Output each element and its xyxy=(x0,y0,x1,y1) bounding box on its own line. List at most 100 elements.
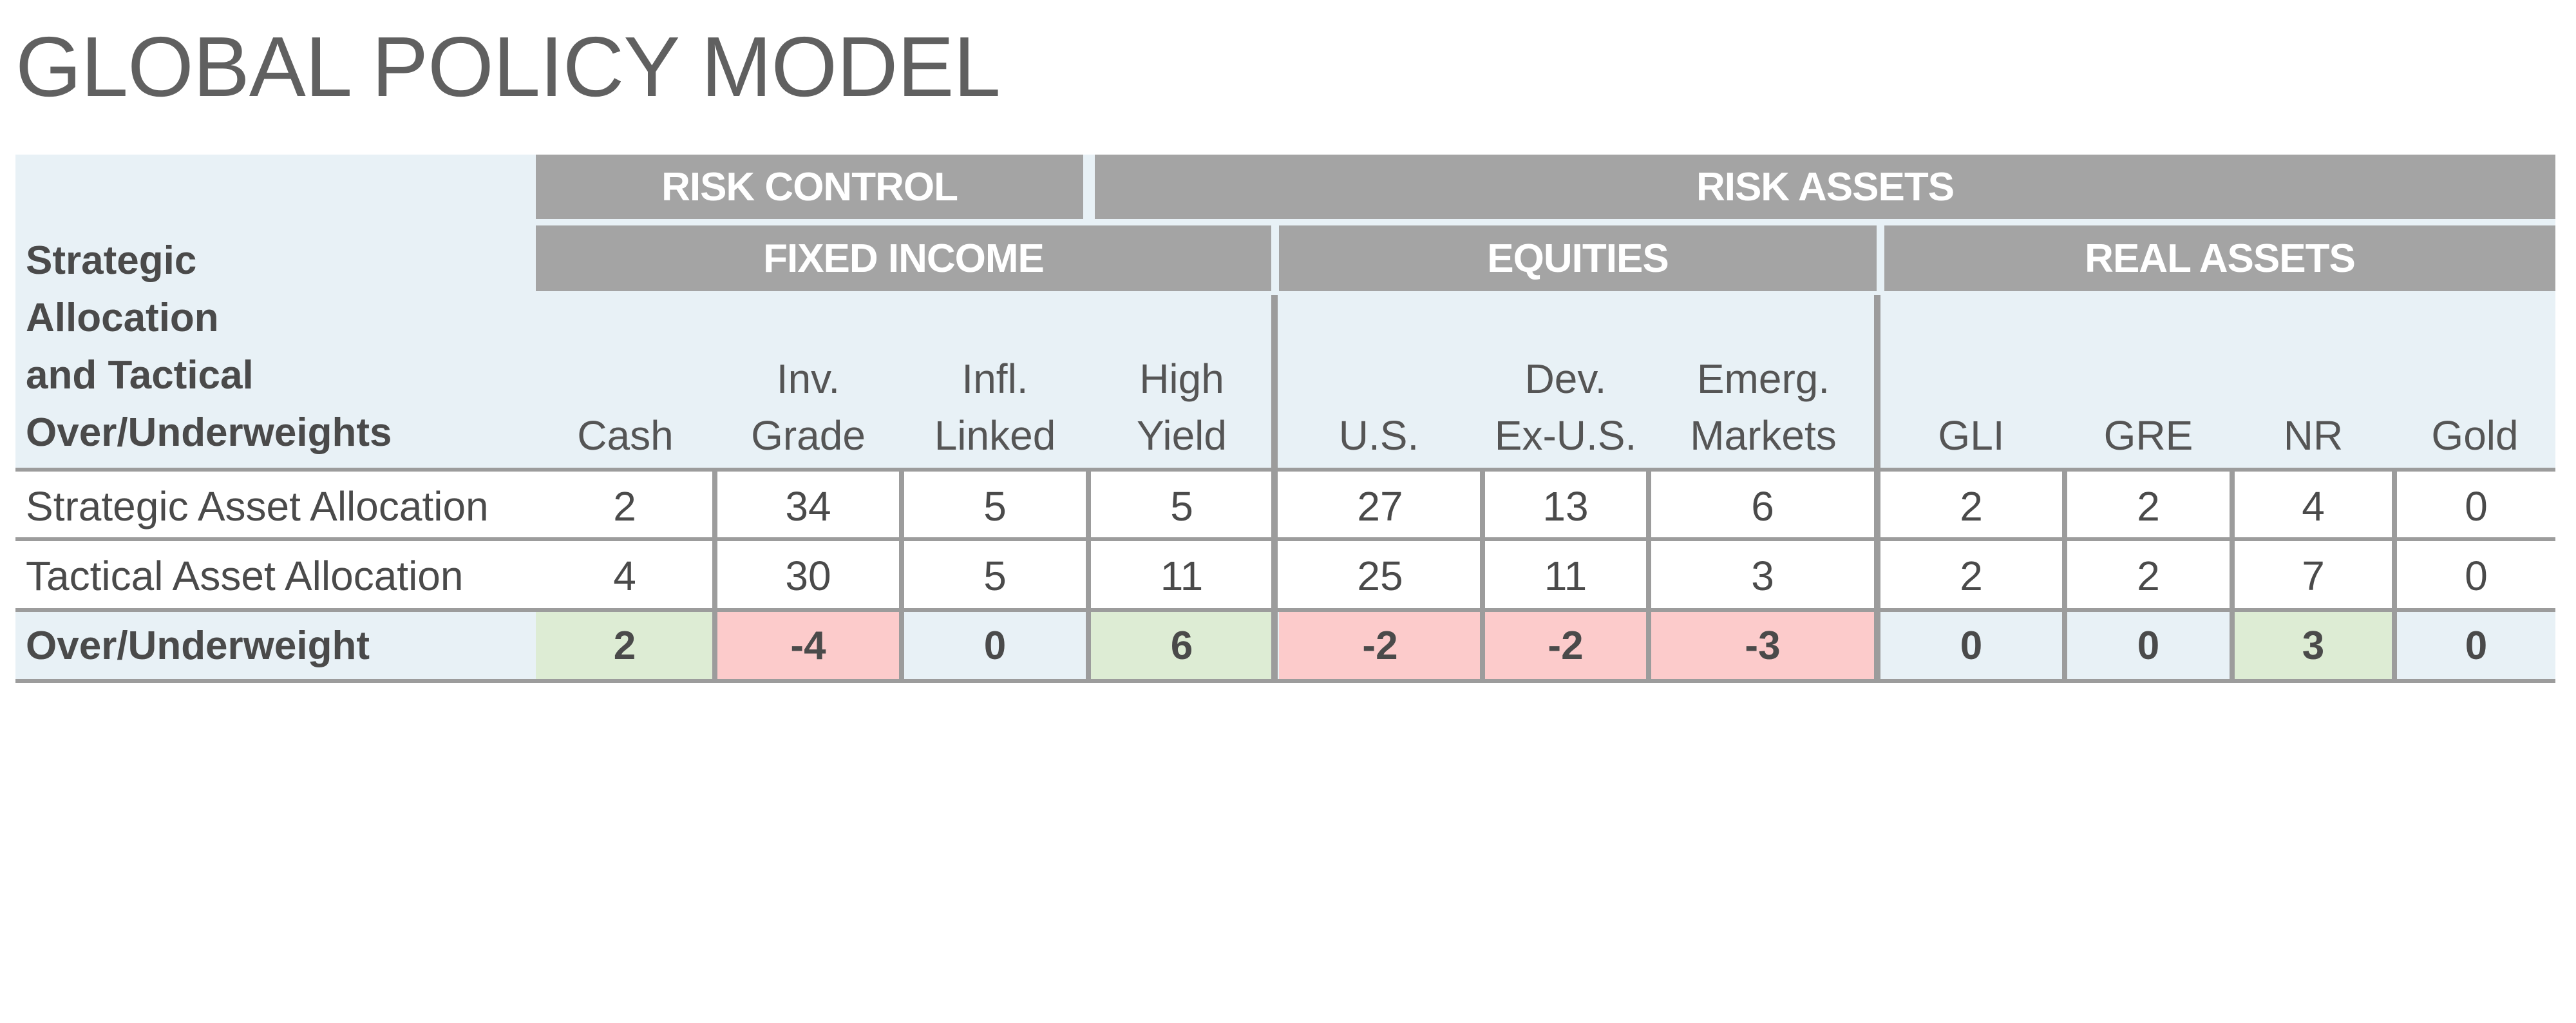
column-header-gre: GRE xyxy=(2065,348,2232,464)
rule-row-1 xyxy=(15,537,2555,541)
strategic-cash: 2 xyxy=(613,483,636,530)
group-real-assets-label: REAL ASSETS xyxy=(2085,236,2356,281)
rule-table-bottom xyxy=(15,679,2555,683)
tactical-inv-grade: 30 xyxy=(785,553,831,599)
row-label-tactical: Tactical Asset Allocation xyxy=(26,553,464,599)
column-header-line: GLI xyxy=(1938,412,2005,459)
ou-nr: 3 xyxy=(2302,623,2325,668)
tactical-dev-ex-us: 11 xyxy=(1544,553,1587,599)
rule-header-bottom xyxy=(15,468,2555,472)
row-label-strategic: Strategic Asset Allocation xyxy=(26,483,489,530)
group-risk-control: RISK CONTROL xyxy=(536,155,1083,219)
ou-dev-ex-us: -2 xyxy=(1548,623,1584,668)
column-header-line: Linked xyxy=(934,412,1056,459)
ou-gli: 0 xyxy=(1960,623,1983,668)
group-risk-control-label: RISK CONTROL xyxy=(661,164,958,209)
group-risk-assets-label: RISK ASSETS xyxy=(1696,164,1955,209)
ou-gold: 0 xyxy=(2465,623,2488,668)
ou-bg-dev-ex-us xyxy=(1485,612,1646,679)
sep-col xyxy=(1480,468,1485,679)
tactical-emerg-markets: 3 xyxy=(1751,553,1774,599)
column-header-emerg-markets: Emerg. Markets xyxy=(1649,348,1878,464)
strategic-us: 27 xyxy=(1357,483,1403,530)
ou-bg-emerg-markets xyxy=(1651,612,1874,679)
column-header-dev-ex-us: Dev. Ex-U.S. xyxy=(1482,348,1649,464)
column-header-line: High xyxy=(1139,356,1224,402)
group-fixed-income-label: FIXED INCOME xyxy=(763,236,1045,281)
tactical-us: 25 xyxy=(1357,553,1403,599)
tactical-infl-linked: 5 xyxy=(983,553,1007,599)
column-header-line: Yield xyxy=(1137,412,1227,459)
ou-gre: 0 xyxy=(2137,623,2160,668)
column-header-high-yield: High Yield xyxy=(1088,348,1275,464)
strategic-dev-ex-us: 13 xyxy=(1542,483,1589,530)
column-header-line: Dev. xyxy=(1524,356,1607,402)
column-header-line: NR xyxy=(2283,412,2344,459)
tactical-nr: 7 xyxy=(2302,553,2325,599)
column-header-gold: Gold xyxy=(2394,348,2555,464)
strategic-gli: 2 xyxy=(1960,483,1983,530)
sep-col xyxy=(712,468,717,679)
sep-col xyxy=(2062,468,2067,679)
ou-bg-high-yield xyxy=(1091,612,1273,679)
rule-row-2 xyxy=(15,608,2555,612)
group-fixed-income: FIXED INCOME xyxy=(536,225,1271,291)
row-label-over-underweight: Over/Underweight xyxy=(26,623,370,668)
ou-emerg-markets: -3 xyxy=(1745,623,1781,668)
ou-bg-nr xyxy=(2235,612,2392,679)
column-header-line: U.S. xyxy=(1338,412,1419,459)
column-header-nr: NR xyxy=(2232,348,2394,464)
sep-col xyxy=(2392,468,2397,679)
stub-header: Strategic Allocation and Tactical Over/U… xyxy=(26,232,392,461)
strategic-infl-linked: 5 xyxy=(983,483,1007,530)
sep-col xyxy=(899,468,904,679)
tactical-gre: 2 xyxy=(2137,553,2160,599)
ou-infl-linked: 0 xyxy=(983,623,1007,668)
tactical-gli: 2 xyxy=(1960,553,1983,599)
ou-bg-cash xyxy=(536,612,714,679)
column-header-us: U.S. xyxy=(1275,348,1482,464)
ou-bg-inv-grade xyxy=(717,612,899,679)
column-header-line: Ex-U.S. xyxy=(1494,412,1637,459)
stub-header-line: and Tactical xyxy=(26,353,254,397)
sep-fixed-equities xyxy=(1271,295,1278,679)
column-header-line: Cash xyxy=(577,412,674,459)
column-header-line: Infl. xyxy=(961,356,1028,402)
column-header-line: Inv. xyxy=(776,356,840,402)
stub-header-line: Allocation xyxy=(26,296,219,340)
ou-us: -2 xyxy=(1362,623,1398,668)
column-header-line: Grade xyxy=(751,412,866,459)
column-header-infl-linked: Infl. Linked xyxy=(902,348,1088,464)
strategic-emerg-markets: 6 xyxy=(1751,483,1774,530)
sep-col xyxy=(1086,468,1091,679)
group-equities-label: EQUITIES xyxy=(1487,236,1669,281)
sep-col xyxy=(2230,468,2235,679)
stub-header-line: Strategic xyxy=(26,238,197,283)
column-header-cash: Cash xyxy=(536,348,715,464)
column-header-line: Emerg. xyxy=(1696,356,1830,402)
tactical-cash: 4 xyxy=(613,553,636,599)
strategic-gre: 2 xyxy=(2137,483,2160,530)
strategic-inv-grade: 34 xyxy=(785,483,831,530)
sep-equities-real xyxy=(1874,295,1880,679)
strategic-high-yield: 5 xyxy=(1170,483,1193,530)
strategic-nr: 4 xyxy=(2302,483,2325,530)
row-tactical-bg xyxy=(15,541,2555,608)
row-strategic-bg xyxy=(15,472,2555,537)
column-header-gli: GLI xyxy=(1878,348,2065,464)
column-header-line: Markets xyxy=(1690,412,1837,459)
tactical-gold: 0 xyxy=(2465,553,2488,599)
tactical-high-yield: 11 xyxy=(1160,553,1204,599)
ou-cash: 2 xyxy=(613,623,636,668)
group-equities: EQUITIES xyxy=(1279,225,1877,291)
column-header-inv-grade: Inv. Grade xyxy=(715,348,902,464)
stub-header-line: Over/Underweights xyxy=(26,410,392,455)
group-real-assets: REAL ASSETS xyxy=(1884,225,2555,291)
group-risk-assets: RISK ASSETS xyxy=(1095,155,2555,219)
sep-col xyxy=(1646,468,1651,679)
ou-bg-us xyxy=(1279,612,1481,679)
ou-inv-grade: -4 xyxy=(790,623,826,668)
strategic-gold: 0 xyxy=(2465,483,2488,530)
page-title: GLOBAL POLICY MODEL xyxy=(15,19,1001,114)
ou-high-yield: 6 xyxy=(1170,623,1193,668)
